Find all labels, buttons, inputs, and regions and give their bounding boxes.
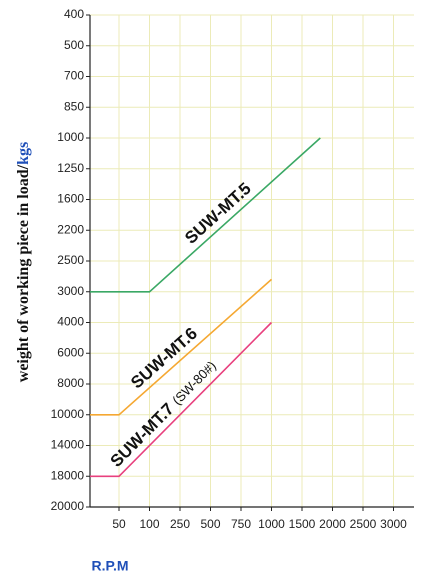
x-tick-label: 50 <box>112 517 126 531</box>
x-tick-label: 1500 <box>289 517 316 531</box>
y-tick-label: 2200 <box>57 222 84 236</box>
y-tick-label: 6000 <box>57 345 84 359</box>
x-tick-label: 2500 <box>350 517 377 531</box>
y-tick-label: 20000 <box>51 499 85 513</box>
y-tick-label: 10000 <box>51 407 85 421</box>
series-name: SUW-MT.7 <box>107 400 178 471</box>
y-tick-label: 18000 <box>51 468 85 482</box>
x-axis-title: R.P.M <box>91 558 128 574</box>
y-tick-label: 1000 <box>57 130 84 144</box>
series-label: SUW-MT.5 <box>182 179 256 248</box>
x-tick-label: 500 <box>200 517 220 531</box>
y-tick-label: 3000 <box>57 284 84 298</box>
series-line <box>90 321 273 478</box>
y-tick-label: 14000 <box>51 438 85 452</box>
y-tick-label: 4000 <box>57 315 84 329</box>
series-line <box>90 137 321 293</box>
series-line <box>90 278 273 416</box>
y-tick-label: 400 <box>64 7 84 21</box>
y-tick-label: 500 <box>64 38 84 52</box>
y-axis-unit: kgs <box>15 142 32 165</box>
y-tick-label: 8000 <box>57 376 84 390</box>
series-name: SUW-MT.5 <box>182 179 256 248</box>
x-tick-label: 1000 <box>258 517 285 531</box>
y-tick-label: 1600 <box>57 192 84 206</box>
x-tick-label: 750 <box>231 517 251 531</box>
x-tick-label: 3000 <box>380 517 407 531</box>
y-tick-label: 850 <box>64 99 84 113</box>
y-axis-label: weight of working piece in load/ <box>15 164 32 382</box>
y-axis-title: weight of working piece in load/kgs <box>15 142 32 382</box>
y-tick-label: 1250 <box>57 161 84 175</box>
x-tick-label: 100 <box>139 517 159 531</box>
x-tick-label: 2000 <box>319 517 346 531</box>
y-tick-label: 2500 <box>57 253 84 267</box>
y-tick-label: 700 <box>64 69 84 83</box>
x-tick-label: 250 <box>170 517 190 531</box>
